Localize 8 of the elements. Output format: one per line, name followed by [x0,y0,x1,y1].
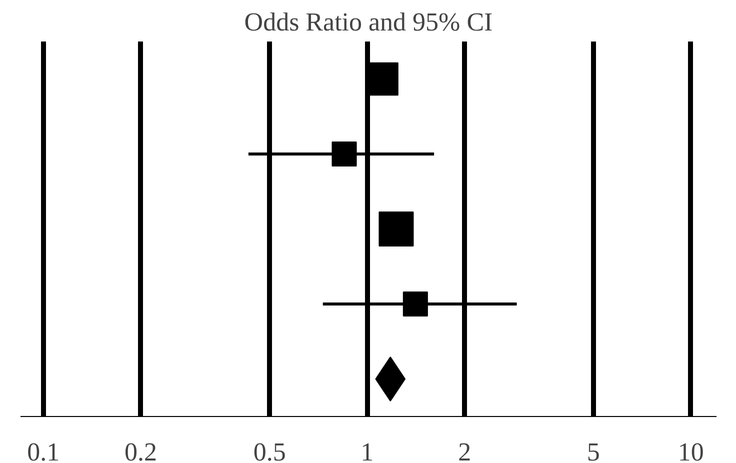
x-tick-label: 0.1 [27,438,60,463]
x-tick-label: 5 [586,438,600,463]
chart-title: Odds Ratio and 95% CI [244,8,493,36]
x-tick-label: 10 [678,438,704,463]
x-tick-label: 0.2 [124,438,158,463]
x-tick-label: 1 [360,438,374,463]
x-tick-label: 0.5 [253,438,286,463]
x-tick-label: 2 [458,438,472,463]
